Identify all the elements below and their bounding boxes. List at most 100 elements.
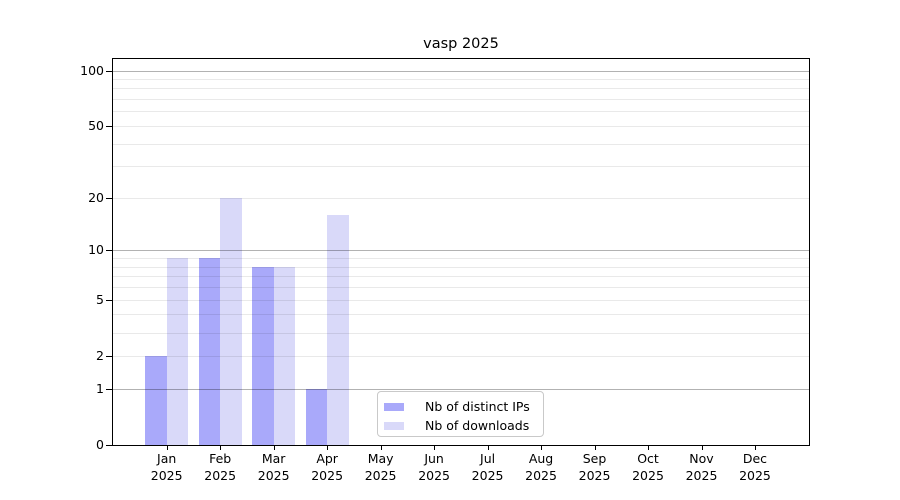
x-tick-label-year: 2025	[632, 468, 664, 483]
x-tick-mark	[220, 446, 222, 450]
y-gridline-minor	[113, 287, 809, 289]
y-gridline-major	[113, 70, 809, 72]
y-gridline-major	[113, 250, 809, 252]
chart-title: vasp 2025	[423, 36, 499, 52]
x-tick-label: Feb 2025	[185, 450, 255, 484]
x-tick-label-month: Jun	[424, 451, 444, 466]
y-gridline-minor	[113, 79, 809, 80]
legend-swatch-downloads	[384, 421, 404, 430]
x-tick-label: Oct 2025	[613, 450, 683, 484]
x-tick-label: Dec 2025	[720, 450, 790, 484]
x-tick-mark	[273, 446, 275, 450]
x-tick-label-year: 2025	[418, 468, 450, 483]
bar-distinct-ips-apr	[305, 388, 328, 445]
y-tick-label: 5	[96, 291, 104, 307]
y-tick-label: 100	[80, 62, 104, 78]
legend-label-downloads: Nb of downloads	[425, 418, 530, 433]
x-tick-mark	[594, 446, 596, 450]
legend: Nb of distinct IPs Nb of downloads	[377, 391, 544, 437]
x-tick-mark	[754, 446, 756, 450]
x-tick-label: Aug 2025	[506, 450, 576, 484]
y-tick-label: 0	[96, 437, 104, 452]
y-tick-label: 20	[88, 189, 104, 205]
x-tick-mark	[327, 446, 329, 450]
y-tick-mark	[106, 250, 112, 252]
y-gridline-minor	[113, 88, 809, 90]
x-tick-mark	[487, 446, 489, 450]
x-tick-label-month: Nov	[689, 451, 714, 466]
legend-swatch-distinct-ips	[384, 402, 404, 411]
y-gridline-minor	[113, 197, 809, 199]
y-gridline-minor	[113, 276, 809, 278]
plot-area	[112, 58, 810, 446]
gridlines-layer	[113, 59, 809, 445]
y-tick-label: 2	[96, 347, 104, 363]
x-tick-label-year: 2025	[685, 468, 718, 483]
y-gridline-minor	[113, 99, 809, 101]
y-tick-mark	[106, 70, 112, 72]
x-tick-label: Nov 2025	[667, 450, 737, 484]
y-tick-mark	[106, 445, 112, 446]
legend-item-downloads: Nb of downloads	[378, 416, 543, 435]
y-gridline-minor	[113, 314, 809, 316]
bar-downloads-feb	[220, 197, 242, 445]
x-tick-label-month: Sep	[582, 451, 607, 466]
y-tick-label: 10	[88, 242, 104, 258]
x-tick-label-year: 2025	[364, 468, 397, 483]
x-tick-label-year: 2025	[471, 468, 504, 483]
legend-item-distinct-ips: Nb of distinct IPs	[378, 397, 543, 416]
y-gridline-minor	[113, 166, 809, 168]
x-tick-label-month: Feb	[209, 451, 232, 466]
legend-label-distinct-ips: Nb of distinct IPs	[425, 399, 530, 414]
x-tick-label: Jun 2025	[399, 450, 469, 484]
x-tick-mark	[701, 446, 703, 450]
x-tick-label-year: 2025	[150, 468, 183, 483]
y-tick-label: 50	[88, 117, 104, 133]
x-tick-label-month: Apr	[316, 451, 338, 466]
x-tick-label-year: 2025	[204, 468, 237, 483]
bar-distinct-ips-jan	[145, 355, 167, 445]
x-tick-label-year: 2025	[525, 468, 557, 483]
y-gridline-minor	[113, 332, 809, 334]
y-gridline-minor	[113, 125, 809, 127]
y-gridline-minor	[113, 143, 809, 145]
x-tick-label: Apr 2025	[292, 450, 362, 484]
y-tick-label: 1	[96, 380, 104, 396]
y-tick-mark	[106, 299, 112, 301]
y-gridline-minor	[113, 355, 809, 357]
x-tick-label-year: 2025	[311, 468, 344, 483]
y-gridline-minor	[113, 299, 809, 301]
x-tick-mark	[166, 446, 168, 450]
x-tick-mark	[434, 446, 436, 450]
bar-distinct-ips-mar	[252, 266, 274, 445]
x-tick-label: Jan 2025	[132, 450, 202, 484]
y-tick-mark	[106, 197, 112, 199]
x-tick-label-year: 2025	[257, 468, 290, 483]
y-gridline-minor	[113, 111, 809, 113]
x-tick-label-month: Mar	[261, 451, 286, 466]
y-tick-mark	[106, 355, 112, 357]
x-tick-label-month: Jan	[157, 451, 177, 466]
x-tick-label-month: Jul	[480, 451, 496, 466]
x-tick-mark	[380, 446, 382, 450]
x-tick-mark	[541, 446, 543, 450]
x-tick-label-year: 2025	[578, 468, 611, 483]
bar-downloads-jan	[166, 258, 189, 445]
bar-distinct-ips-feb	[198, 258, 221, 445]
x-tick-label: Sep 2025	[560, 450, 630, 484]
x-tick-label: Mar 2025	[239, 450, 309, 484]
x-tick-label-month: May	[367, 451, 394, 466]
x-tick-label: May 2025	[346, 450, 416, 484]
y-tick-mark	[106, 125, 112, 127]
x-tick-label-month: Oct	[637, 451, 659, 466]
x-tick-label-month: Aug	[528, 451, 554, 466]
bar-downloads-apr	[327, 215, 349, 445]
y-gridline-minor	[113, 266, 809, 268]
bar-downloads-mar	[273, 266, 296, 445]
x-tick-label-month: Dec	[742, 451, 768, 466]
x-tick-mark	[648, 446, 650, 450]
y-gridline-minor	[113, 258, 809, 260]
y-tick-mark	[106, 388, 112, 390]
x-tick-label-year: 2025	[739, 468, 771, 483]
